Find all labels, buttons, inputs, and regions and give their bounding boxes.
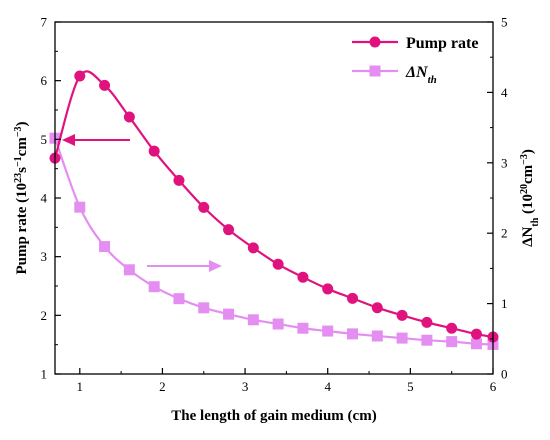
data-point-square [322, 325, 334, 337]
y-left-tick-label: 4 [41, 191, 48, 206]
x-axis: 1 2 3 4 5 6 [77, 368, 497, 394]
arrow-to-right-axis [147, 260, 222, 272]
data-point-square [74, 201, 86, 213]
data-point-square [148, 281, 160, 293]
data-point-square [272, 318, 284, 330]
legend: Pump rate ΔNth [352, 35, 478, 86]
series-line [53, 137, 494, 346]
y-right-tick-label: 1 [501, 296, 508, 311]
data-point-circle [198, 201, 210, 213]
data-point-square [421, 334, 433, 346]
y-left-tick-label: 1 [41, 367, 48, 382]
y-axis-left-title: Pump rate (1023s−1cm−3) [13, 121, 31, 274]
y-left-tick-label: 5 [41, 132, 48, 147]
y-left-tick-label: 6 [41, 73, 48, 88]
y-axis-right-title: ΔNth (1020cm−3) [519, 149, 541, 247]
series-delta-nth [49, 132, 499, 350]
y-right-tick-label: 3 [501, 155, 508, 170]
legend-label-pump-rate: Pump rate [406, 35, 478, 52]
data-point-square [446, 336, 458, 348]
data-point-square [297, 322, 309, 334]
data-point-circle [74, 70, 86, 82]
data-point-circle [371, 302, 383, 314]
data-point-circle [247, 242, 259, 254]
data-point-circle [421, 316, 433, 328]
x-tick-label: 6 [490, 379, 497, 394]
y-left-tick-label: 2 [41, 308, 48, 323]
x-tick-label: 4 [324, 379, 331, 394]
y-axis-left: 1 2 3 4 5 6 7 [41, 15, 61, 382]
series-pump-rate [49, 70, 499, 343]
data-point-square [173, 293, 185, 305]
y-right-tick-label: 2 [501, 226, 508, 241]
x-axis-title: The length of gain medium (cm) [171, 408, 376, 424]
data-point-circle [347, 292, 359, 304]
legend-label-delta-nth: ΔNth [405, 64, 437, 86]
data-point-circle [148, 145, 160, 157]
x-tick-label: 1 [77, 379, 84, 394]
data-point-circle [123, 111, 135, 123]
data-point-square [371, 330, 383, 342]
data-point-circle [173, 174, 185, 186]
data-point-circle [272, 258, 284, 270]
data-point-square [198, 302, 210, 314]
data-point-square [396, 332, 408, 344]
arrow-to-left-axis [62, 134, 130, 146]
y-right-tick-label: 4 [501, 85, 508, 100]
data-point-circle [297, 271, 309, 283]
legend-item-pump-rate: Pump rate [352, 35, 478, 52]
legend-circle-marker [369, 36, 381, 48]
data-point-circle [446, 322, 458, 334]
y-right-tick-label: 0 [501, 367, 508, 382]
legend-item-delta-nth: ΔNth [352, 64, 437, 86]
data-point-circle [322, 283, 334, 295]
legend-square-marker [369, 65, 381, 77]
data-point-square [347, 328, 359, 340]
x-tick-label: 2 [159, 379, 166, 394]
data-point-square [99, 241, 111, 253]
data-point-square [247, 314, 259, 326]
data-point-circle [223, 224, 235, 236]
grid-layer [49, 70, 499, 350]
x-tick-label: 3 [242, 379, 249, 394]
data-point-circle [470, 328, 482, 340]
series-line [53, 70, 494, 339]
data-point-square [123, 264, 135, 276]
y-axis-right: 0 1 2 3 4 5 [487, 15, 508, 382]
y-right-tick-label: 5 [501, 15, 508, 30]
y-left-tick-label: 3 [41, 249, 48, 264]
x-tick-label: 5 [407, 379, 414, 394]
data-point-square [223, 308, 235, 320]
y-left-tick-label: 7 [41, 15, 48, 30]
data-point-circle [99, 79, 111, 91]
data-point-square [470, 338, 482, 350]
data-point-circle [396, 309, 408, 321]
